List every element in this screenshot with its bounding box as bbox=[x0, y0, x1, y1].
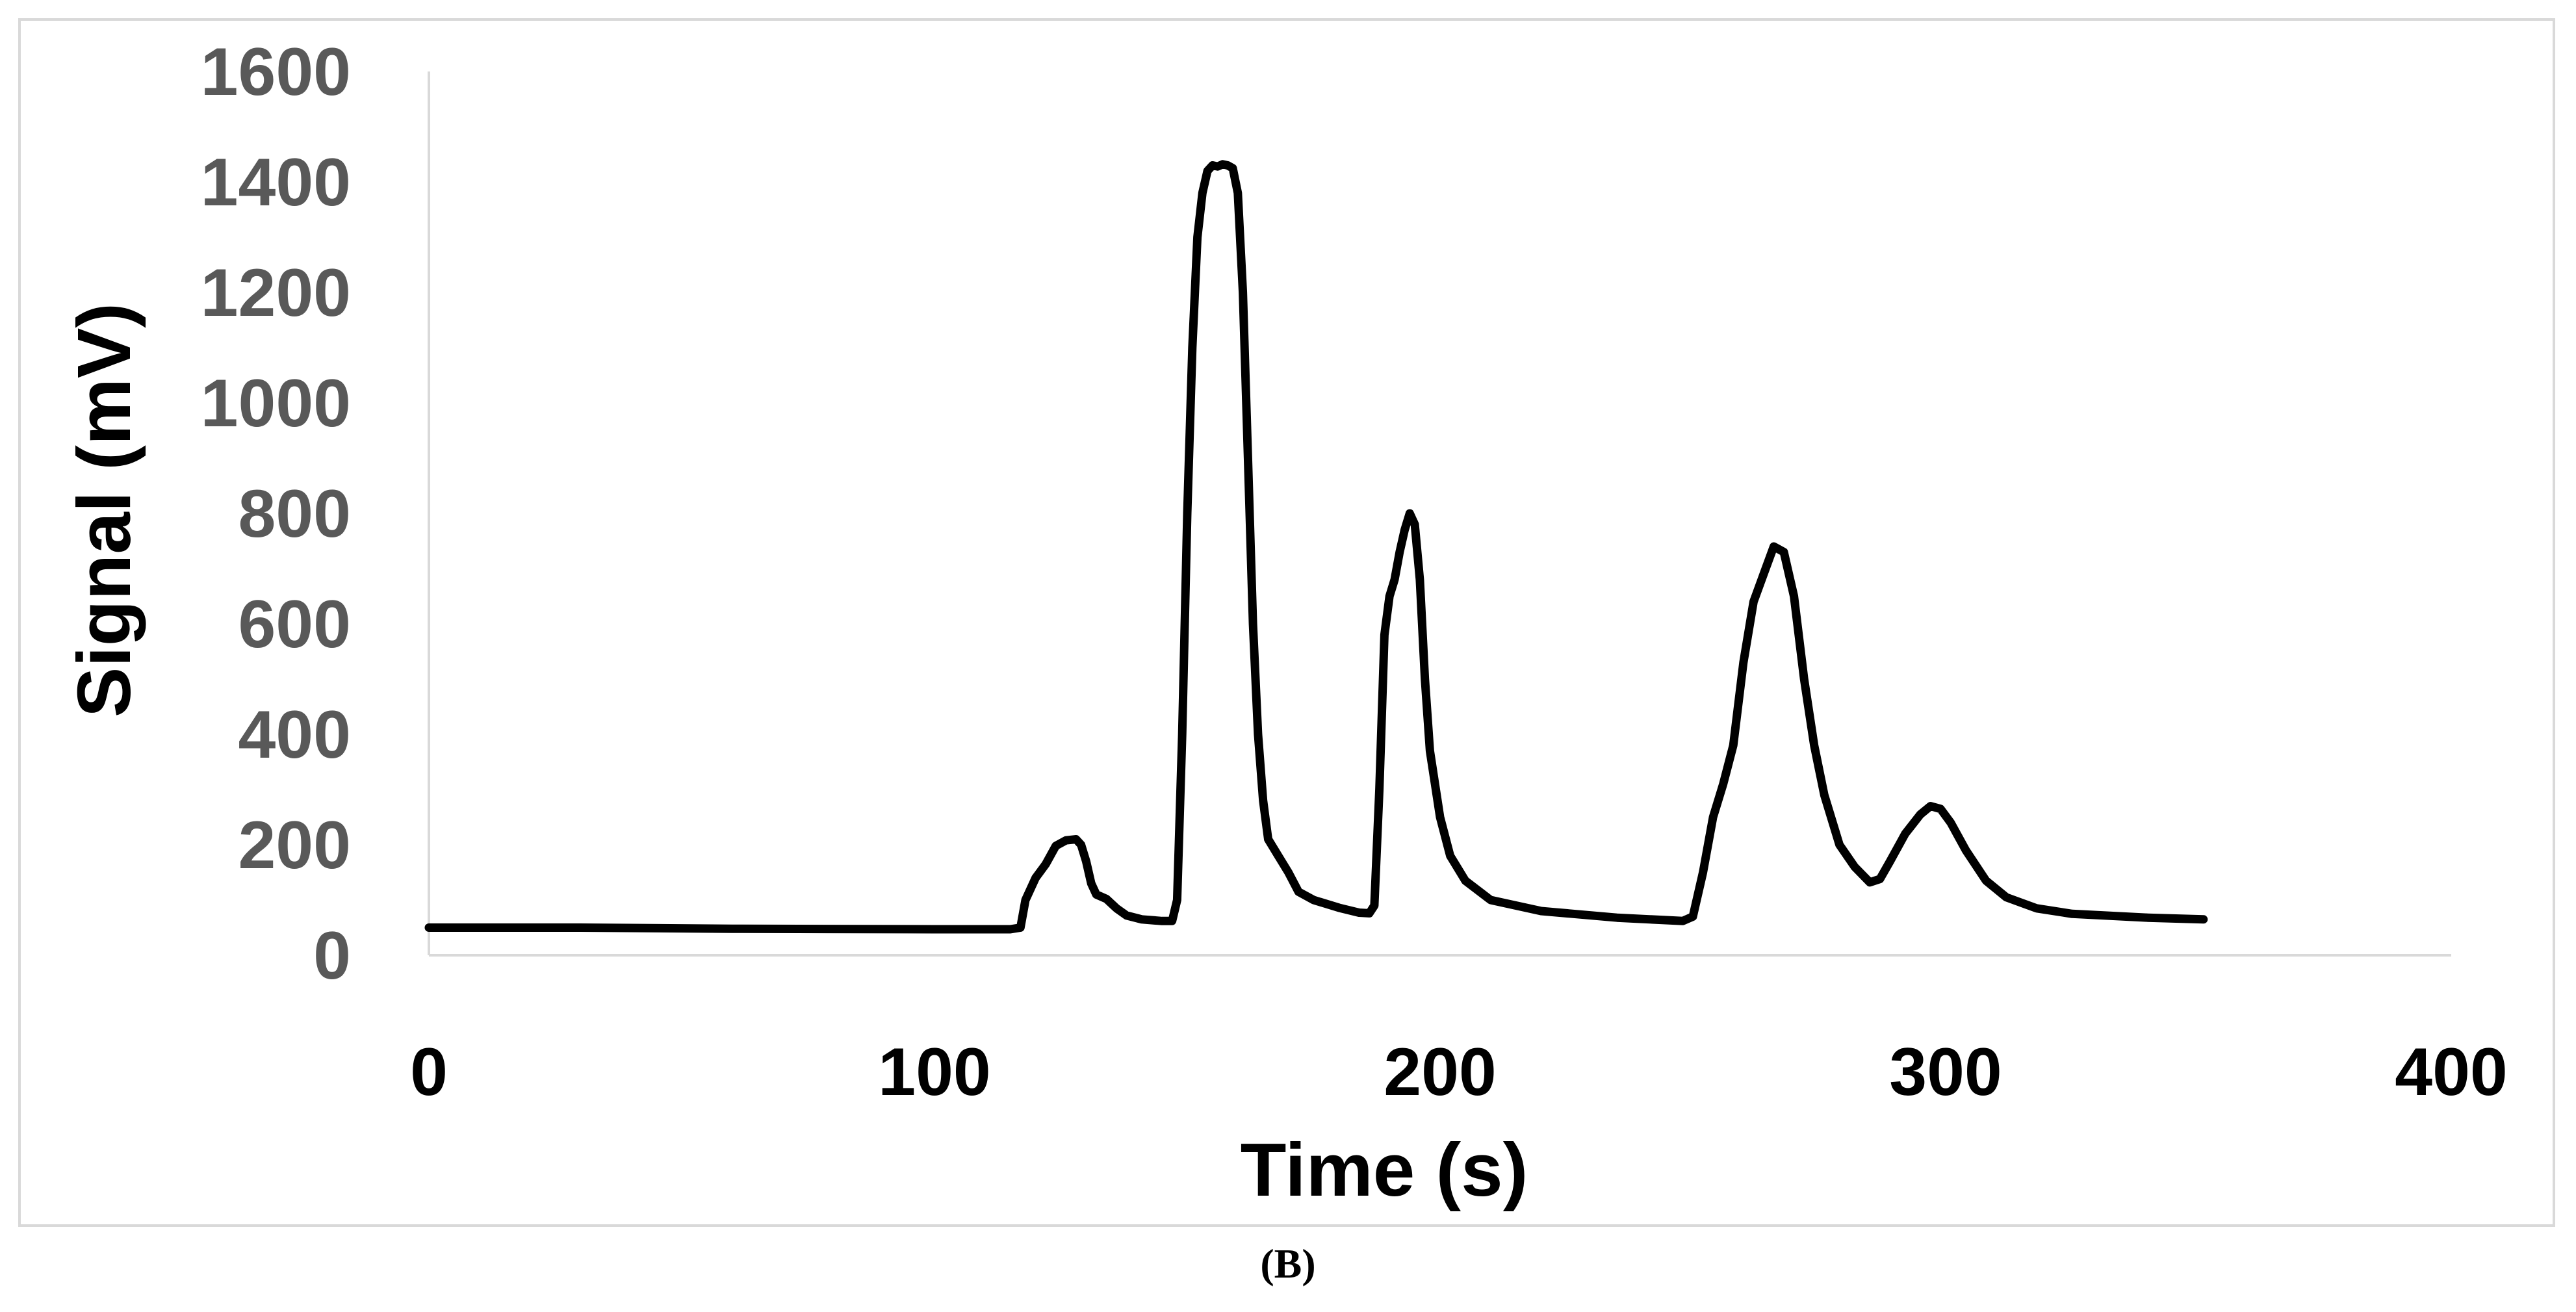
y-axis-title: Signal (mV) bbox=[62, 303, 146, 717]
chart-frame bbox=[18, 18, 2555, 1227]
signal-series-line bbox=[424, 160, 2208, 934]
x-tick-label: 300 bbox=[1889, 1035, 2002, 1110]
y-tick-label: 1200 bbox=[201, 255, 351, 331]
y-tick-label: 1400 bbox=[201, 145, 351, 220]
y-tick-label: 1600 bbox=[201, 34, 351, 110]
x-tick-label: 400 bbox=[2395, 1035, 2508, 1110]
x-tick-label: 0 bbox=[410, 1035, 448, 1110]
y-tick-label: 400 bbox=[238, 697, 351, 773]
x-tick-labels: 0 100 200 300 400 bbox=[410, 1035, 2508, 1110]
y-tick-label: 1000 bbox=[201, 366, 351, 441]
x-tick-label: 200 bbox=[1384, 1035, 1497, 1110]
y-tick-label: 0 bbox=[313, 918, 351, 994]
x-tick-label: 100 bbox=[878, 1035, 991, 1110]
figure-caption: (B) bbox=[1260, 1241, 1316, 1287]
y-tick-labels: 0 200 400 600 800 1000 1200 1400 1600 bbox=[201, 34, 351, 994]
x-axis-title: Time (s) bbox=[1241, 1127, 1528, 1212]
y-tick-label: 200 bbox=[238, 808, 351, 883]
y-tick-label: 800 bbox=[238, 476, 351, 552]
y-tick-label: 600 bbox=[238, 587, 351, 662]
